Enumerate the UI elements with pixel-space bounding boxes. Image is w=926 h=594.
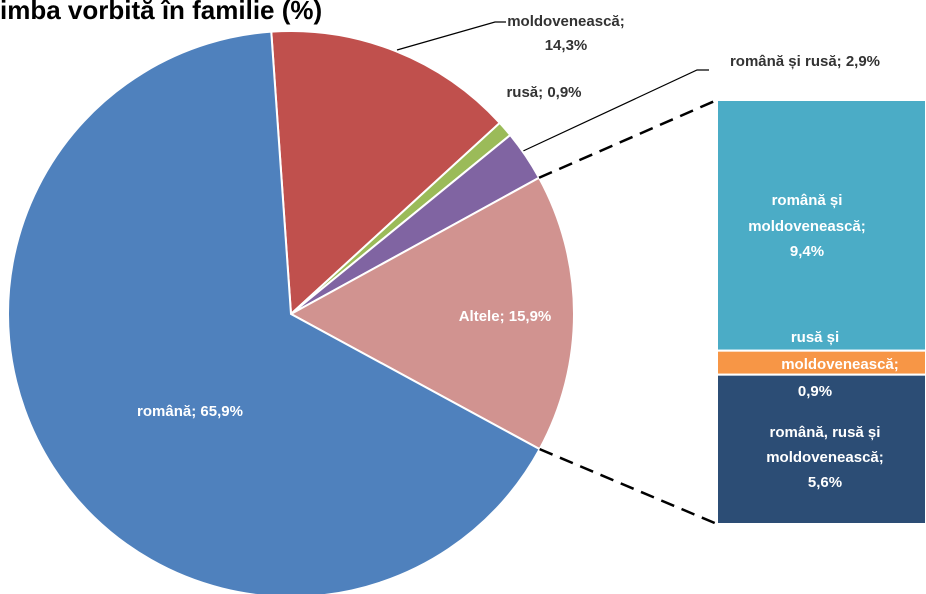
data-label: 14,3% bbox=[545, 37, 588, 54]
data-label: 0,9% bbox=[798, 383, 832, 400]
data-label: română și bbox=[772, 192, 843, 209]
bar-segment bbox=[716, 349, 926, 376]
pie-slice bbox=[288, 176, 575, 451]
chart-title: imba vorbită în familie (%) bbox=[0, 0, 322, 25]
connector-line bbox=[538, 98, 718, 179]
leader-line bbox=[396, 21, 506, 51]
data-label: Altele; 15,9% bbox=[459, 308, 552, 325]
pie-slice bbox=[270, 30, 502, 317]
leader-line bbox=[520, 69, 709, 153]
data-label: rusă; 0,9% bbox=[506, 84, 581, 101]
data-label: moldovenească; bbox=[748, 218, 866, 235]
data-label: română și rusă; 2,9% bbox=[730, 53, 880, 70]
data-label: 9,4% bbox=[790, 243, 824, 260]
connector-line bbox=[539, 447, 718, 526]
data-label: română; 65,9% bbox=[137, 403, 243, 420]
data-label: moldovenească; bbox=[781, 356, 899, 373]
data-label: română, rusă și bbox=[770, 424, 881, 441]
bar-segment bbox=[716, 99, 926, 352]
data-label: moldovenească; bbox=[507, 13, 625, 30]
data-label: moldovenească; bbox=[766, 449, 884, 466]
data-label: rusă și bbox=[791, 329, 839, 346]
data-label: 5,6% bbox=[808, 474, 842, 491]
bar-segment bbox=[716, 373, 926, 525]
pie-slice bbox=[7, 30, 542, 594]
